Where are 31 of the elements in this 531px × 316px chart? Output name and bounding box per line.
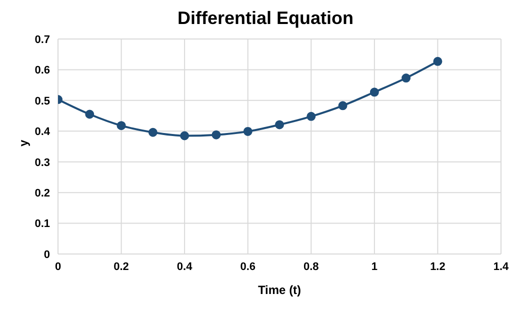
x-tick-label: 0 <box>54 260 62 273</box>
point <box>243 126 252 136</box>
x-tick-label: 1.2 <box>430 260 446 273</box>
y-tick-label: 0.6 <box>34 64 50 77</box>
chart-title: Differential Equation <box>176 8 354 29</box>
point <box>275 120 284 130</box>
y-tick-label: 0.7 <box>34 34 50 46</box>
point <box>85 110 94 119</box>
point <box>306 112 316 121</box>
x-tick-label: 1 <box>371 260 378 273</box>
point <box>402 74 411 83</box>
point <box>180 131 190 140</box>
y-tick-label: 0.2 <box>34 187 50 200</box>
y-tick-label: 0.3 <box>34 156 50 169</box>
y-tick-label: 0.5 <box>34 95 50 108</box>
x-tick-label: 0.2 <box>114 260 129 273</box>
point <box>116 121 126 130</box>
x-tick-label: 0.6 <box>240 260 256 273</box>
y-tick-label: 0 <box>44 248 50 261</box>
y-axis-title: y <box>16 140 30 146</box>
x-axis-title: Time (t) <box>258 283 302 297</box>
point <box>148 128 158 137</box>
point <box>212 130 221 140</box>
point <box>338 101 348 110</box>
point <box>370 88 379 97</box>
x-tick-label: 0.8 <box>303 260 319 273</box>
y-tick-label: 0.1 <box>34 218 50 230</box>
point <box>433 56 442 66</box>
y-tick-label: 0.4 <box>34 126 51 138</box>
x-tick-label: 1.4 <box>493 260 510 273</box>
x-tick-label: 0.4 <box>176 260 194 273</box>
